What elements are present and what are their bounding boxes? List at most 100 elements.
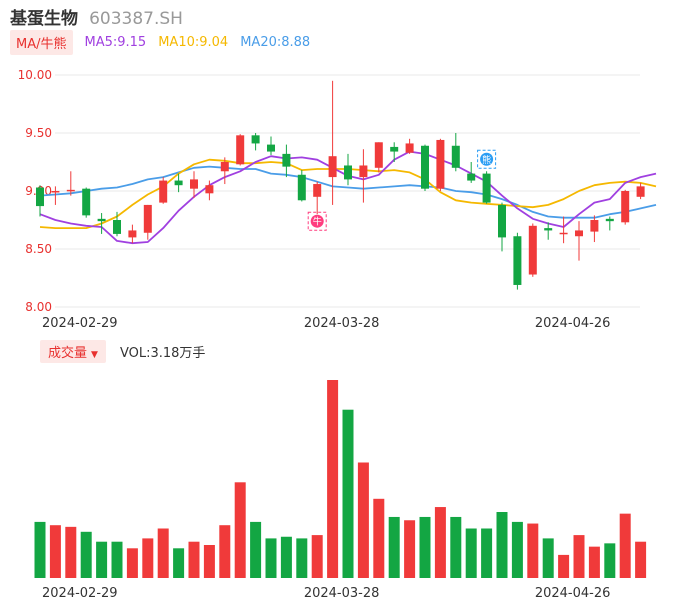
candle [66, 171, 75, 196]
candle [313, 181, 322, 215]
volume-bar [511, 521, 523, 578]
candle-body [451, 145, 460, 168]
volume-bar [496, 512, 508, 578]
candle-body [544, 228, 553, 231]
volume-bar [142, 538, 154, 578]
ma20-line [39, 165, 657, 219]
marker-disc [480, 152, 494, 166]
candle-body [621, 191, 630, 223]
candle-body [128, 230, 137, 238]
volume-bar [173, 548, 185, 578]
candle [174, 173, 183, 193]
candle [328, 80, 337, 205]
volume-bar [296, 538, 308, 578]
candle [436, 138, 445, 191]
candle [544, 222, 553, 240]
volume-bar [327, 380, 339, 578]
stock-header: 基蛋生物 603387.SH [10, 4, 183, 29]
price-tick-label: 10.00 [18, 68, 52, 82]
candle [636, 182, 645, 200]
candle-body [143, 204, 152, 233]
volume-bar [619, 513, 631, 578]
volume-bar [388, 516, 400, 578]
candle-body [513, 236, 522, 285]
candle [190, 171, 198, 198]
stock-code: 603387.SH [89, 9, 183, 29]
candle [220, 157, 229, 185]
candle [51, 186, 60, 205]
candle-body [605, 218, 614, 222]
candle-body [267, 144, 275, 152]
volume-bar [265, 538, 277, 578]
candle [421, 144, 429, 191]
candle-body [436, 139, 445, 189]
candle [451, 133, 460, 172]
candle-body [297, 174, 306, 201]
volume-bar [188, 541, 200, 578]
marker-disc [310, 214, 324, 228]
volume-legend: 成交量 ▼ VOL:3.18万手 [40, 339, 205, 363]
candle [82, 187, 91, 218]
volume-bar [203, 545, 215, 578]
candle-body [220, 162, 229, 172]
volume-badge-label: 成交量 [48, 345, 88, 361]
candle-body [66, 189, 75, 192]
candle [297, 170, 306, 202]
candle-body [159, 180, 168, 203]
candle [236, 134, 245, 166]
candle-body [405, 143, 414, 153]
volume-bar [219, 525, 231, 578]
candle-body [313, 184, 322, 197]
candle [513, 232, 522, 290]
candle-body [498, 204, 506, 238]
price-tick-label: 8.50 [25, 242, 52, 256]
ma-indicator-selector[interactable]: MA/牛熊 [10, 29, 73, 55]
volume-bar [604, 543, 616, 578]
dropdown-triangle-icon: ▼ [91, 349, 98, 360]
marker-label: 牛 [313, 216, 322, 228]
volume-bar [280, 536, 292, 578]
candle-body [282, 153, 291, 167]
volume-x-tick-label: 2024-02-29 [42, 586, 118, 601]
candle [467, 162, 476, 183]
candle-body [97, 218, 106, 222]
candle [528, 223, 537, 277]
volume-bar [527, 523, 539, 578]
volume-bar [573, 535, 585, 578]
volume-bar [434, 507, 446, 578]
volume-bar [558, 554, 570, 578]
volume-bar [65, 526, 77, 578]
volume-bar [542, 538, 554, 578]
volume-indicator-selector[interactable]: 成交量 ▼ [40, 339, 106, 363]
volume-bar [404, 520, 416, 578]
candle [113, 211, 121, 237]
volume-bar [96, 541, 108, 578]
volume-bar [419, 516, 431, 578]
candle [590, 215, 599, 243]
volume-bar [126, 548, 138, 578]
candle [159, 177, 168, 204]
volume-x-tick-label: 2024-04-26 [535, 586, 611, 601]
price-x-tick-label: 2024-03-28 [304, 316, 380, 331]
volume-bar [465, 528, 477, 578]
candle [498, 202, 506, 252]
volume-bar [481, 528, 493, 578]
candle [390, 142, 399, 162]
candle [128, 224, 137, 244]
candle-body [236, 135, 245, 165]
candle-body [251, 135, 260, 144]
volume-bar [450, 516, 462, 578]
ma10-legend: MA10:9.04 [158, 34, 229, 50]
volume-bar [588, 546, 600, 578]
candle [282, 144, 291, 178]
candle-body [174, 180, 183, 186]
candle [482, 171, 491, 204]
candle-body [528, 225, 537, 275]
volume-bar [80, 531, 92, 578]
volume-bar [357, 462, 369, 578]
bull-marker-icon: 牛 [307, 211, 327, 231]
candle-body [359, 165, 368, 178]
volume-bar [157, 528, 169, 578]
candle [359, 149, 368, 203]
